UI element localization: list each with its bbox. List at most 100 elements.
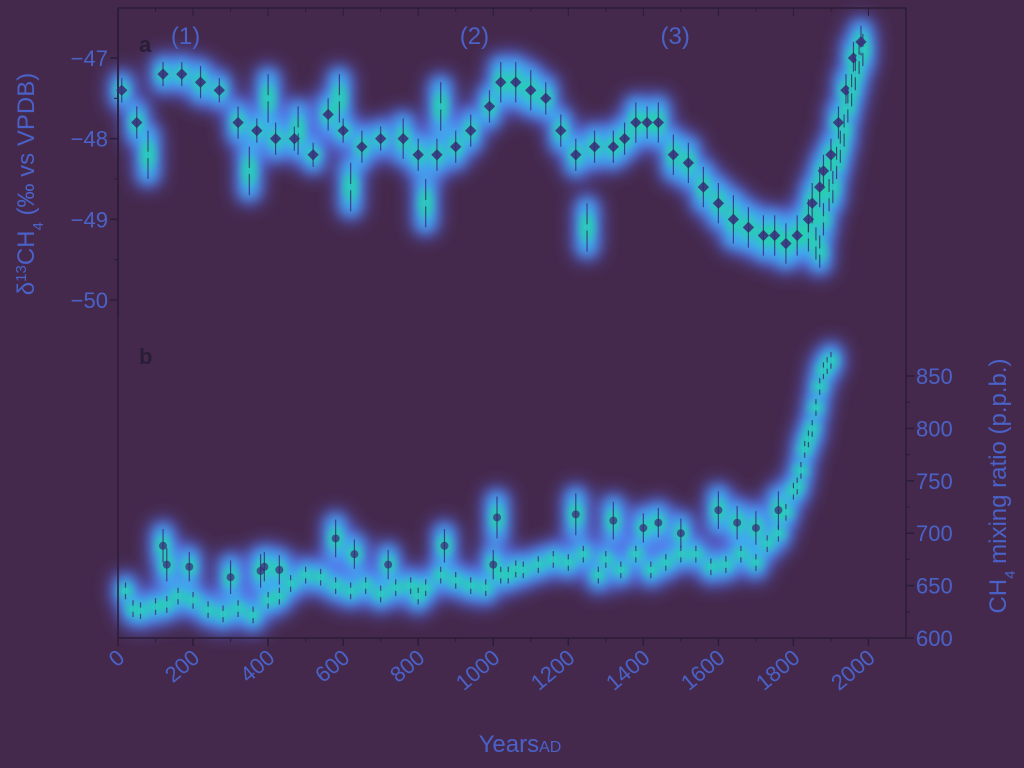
panel-a-diamond-point [356,141,368,153]
panel-b-circle-point [733,518,742,527]
panel-a-diamond-point [288,133,301,145]
panel-b-dot-point [782,509,790,516]
panel-b-dot-point [287,580,294,587]
panel-a-diamond-point [791,229,803,242]
plot-frame [117,7,907,639]
panel-b-dot-point [505,571,512,579]
panel-a-diamond-point [465,124,477,137]
panel-a-y-tick-label: −47 [71,46,108,71]
panel-a-dot-point [812,240,820,247]
panel-b-dot-point [317,574,324,581]
panel-a-dot-point [855,54,863,62]
panel-b-circle-point [774,506,783,515]
panel-b-dot-point [632,550,640,558]
panel-b-dot-point [763,540,771,547]
panel-b-dot-point [805,435,812,443]
panel-a-dot-point [336,95,343,102]
panel-a-diamond-point [712,197,725,209]
x-title-main: Years [479,731,540,758]
panel-b-dot-point [204,606,212,613]
panel-b-dot-point [535,561,542,568]
panel-b-dot-point [602,556,610,563]
panel-b-dot-point [662,559,670,566]
panel-a-dot-point [805,232,812,239]
panel-a-dot-point [583,224,591,231]
panel-b-dot-point [824,362,831,369]
panel-a-diamond-point [618,133,631,145]
panel-b-dot-point [550,556,557,563]
panel-a-dot-point [144,151,152,158]
panel-a-diamond-point [742,221,755,234]
panel-a-diamond-point [780,237,792,250]
panel-b-dot-point [452,577,459,584]
panel-b-circle-point [571,510,580,519]
panel-b-dot-point [512,565,519,573]
panel-a-dot-point [437,103,444,110]
x-axis-title: YearsAD [479,731,562,758]
panel-a-diamond-point [412,149,424,161]
panel-b-circle-point [639,523,648,532]
panel-a-y-axis: −47 −48 −49 −50 [71,8,119,317]
panel-b-circle-point [751,523,760,532]
panel-b-circle-point [226,573,235,582]
panel-a-y-axis-title: δ13CH4 (‰ vs VPDB) [13,73,47,295]
panel-b-dot-point [790,488,797,495]
panel-b-dot-point [707,563,715,570]
panel-b-dot-point [137,607,144,614]
panel-b-dot-point [497,571,504,579]
panel-b-circle-point [714,506,723,515]
panel-b-dot-point [520,566,527,574]
y-title-b-part-1: 4 [1002,571,1019,579]
panel-a-dot-point [852,70,859,78]
panel-b-dot-point [595,571,602,579]
y-title-a-part-3: 4 [30,222,47,230]
panel-b-dot-point [797,467,805,474]
period-annotation: (2) [460,23,489,50]
panel-b-dot-point [482,584,489,591]
panel-a-dot-point [833,159,840,167]
panel-b-dot-point [174,592,182,600]
panel-b-dot-point [816,383,823,390]
panel-a-dot-point [844,103,852,110]
panel-b-dot-point [752,559,760,566]
panel-b-dot-point [801,446,808,453]
panel-b-dot-point [414,592,422,600]
panel-b-dot-point [820,367,827,374]
panel-b-circle-point [159,541,168,550]
panel-a-diamond-point [806,197,818,209]
panel-b-dot-point [422,584,429,591]
panel-a-diamond-point [375,133,387,145]
panel-b-circle-point [275,565,284,574]
panel-a-diamond-point [814,181,826,193]
panel-a-diamond-point [757,229,770,242]
panel-b-y-tick-label: 600 [916,626,953,651]
panel-a-diamond-point [682,157,695,169]
panel-a-diamond-point [555,124,567,137]
panel-b-y-tick-label: 750 [916,469,953,494]
panel-b-dot-point [189,597,197,604]
panel-a-dot-point [837,143,844,150]
panel-a-y-tick-label: −48 [71,127,108,152]
panel-a-dot-point [294,127,302,134]
y-title-a-part-1: 13 [13,265,30,282]
panel-b-circle-point [260,562,269,571]
panel-b-y-tick-label: 650 [916,574,953,599]
panel-a-dot-point [859,46,867,54]
period-annotation: (1) [171,23,200,50]
panel-b-dot-point [793,482,801,490]
panel-a-diamond-point [667,149,680,161]
panel-a-diamond-point [588,141,601,153]
panel-b-dot-point [362,582,369,589]
panel-b-dot-point [808,425,816,432]
panel-b-circle-point [492,513,501,522]
panel-a-dot-point [840,127,848,134]
panel-b-dot-point [332,582,339,589]
panel-a-diamond-point [855,36,867,48]
y-title-b-part-2: mixing ratio (p.p.b.) [985,358,1012,570]
panel-b-circle-point [609,516,618,525]
y-title-a-part-0: δ [13,282,40,295]
panel-a-diamond-point [607,141,619,153]
panel-a-dot-point [816,248,823,255]
panel-a-diamond-point [727,213,740,225]
panel-b-dot-point [302,571,309,579]
